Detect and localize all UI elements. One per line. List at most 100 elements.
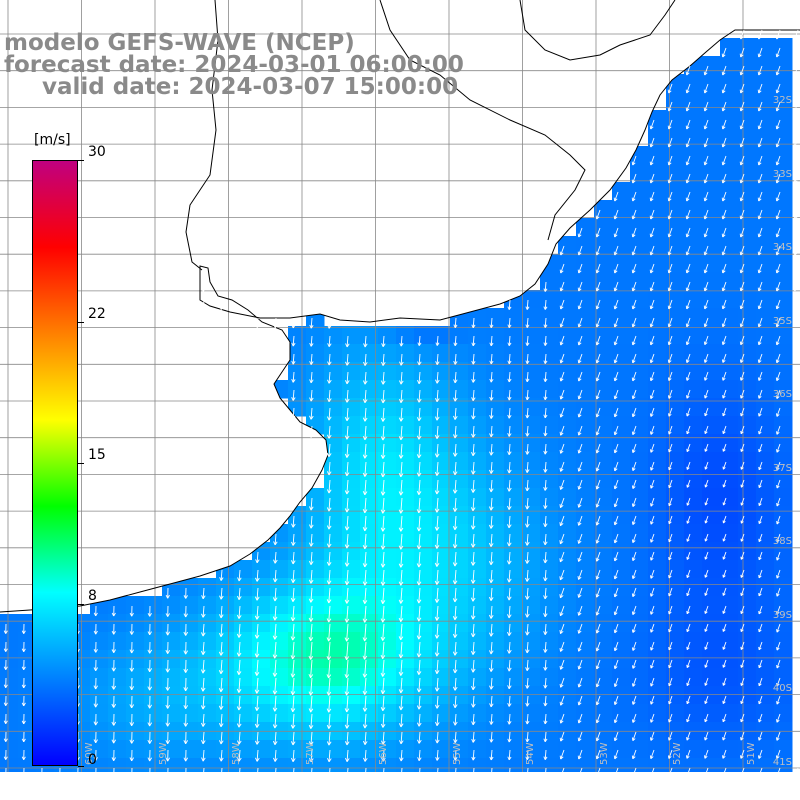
field-cell [234,704,253,723]
latitude-label: 35S [772,315,792,327]
wind-arrow [435,389,440,403]
wind-arrow [667,371,673,381]
wind-arrow [631,227,637,238]
wind-arrow [685,65,691,76]
wind-arrow [649,263,655,274]
longitude-label: 54W [525,742,536,765]
field-cell [738,38,757,57]
wind-arrow [543,443,548,455]
field-cell [738,182,757,201]
wind-arrow [740,659,745,668]
wind-arrow [667,173,673,184]
wind-arrow [757,209,763,220]
wind-arrow [739,335,745,346]
wind-arrow [740,569,745,578]
field-cell [522,488,541,507]
wind-arrow [507,425,512,437]
wind-arrow [595,461,601,472]
wind-arrow [649,353,655,364]
wind-arrow [308,659,314,679]
wind-arrow [685,281,691,292]
field-cell [108,614,127,633]
wind-arrow [704,533,709,542]
wind-arrow [452,461,458,476]
wind-arrow [399,767,404,779]
field-cell [108,740,127,759]
wind-arrow [452,551,458,567]
field-cell [702,272,721,291]
field-cell [450,416,469,435]
wind-arrow [543,605,548,618]
wind-arrow [758,497,763,506]
wind-arrow [291,749,296,763]
field-cell [630,272,649,291]
wind-arrow [326,479,332,494]
field-cell [630,182,649,201]
wind-arrow [577,245,583,256]
wind-arrow [290,551,296,565]
wind-arrow [685,173,691,184]
wind-arrow [218,695,224,710]
wind-arrow [595,425,601,436]
wind-arrow [559,335,565,346]
field-cell [522,416,541,435]
wind-arrow [345,749,350,762]
field-cell [702,200,721,219]
wind-arrow [650,569,655,579]
wind-arrow [577,515,583,526]
wind-arrow [183,713,189,727]
field-cell [378,344,397,363]
wind-arrow [362,425,368,441]
field-cell [378,740,397,759]
field-cell [450,488,469,507]
wind-arrow [165,767,170,779]
field-cell [522,326,541,345]
wind-arrow [290,731,296,746]
field-cell [486,344,505,363]
field-cell [396,362,415,381]
field-cell [684,182,703,201]
wind-arrow [650,497,655,507]
wind-arrow [703,119,709,130]
field-cell [180,740,199,759]
field-cell [198,614,217,633]
wind-arrow [255,767,260,779]
wind-arrow [543,497,548,509]
wind-arrow [380,515,386,532]
wind-arrow [290,641,296,660]
wind-arrow [685,209,691,220]
wind-arrow [543,677,548,689]
wind-arrow [236,677,242,693]
wind-arrow [650,695,655,705]
wind-arrow [327,317,332,329]
field-cell [666,182,685,201]
field-cell [576,416,595,435]
field-cell [720,308,739,327]
field-cell [432,560,451,579]
field-cell [342,560,361,579]
wind-arrow [595,677,601,688]
field-cell [342,506,361,525]
wind-arrow [398,533,404,550]
wind-arrow [489,659,494,672]
wind-arrow [165,605,170,617]
wind-arrow [793,461,799,471]
wind-arrow [613,677,619,688]
wind-arrow [525,425,530,437]
wind-arrow [362,461,368,477]
wind-arrow [416,443,422,459]
field-cell [324,596,343,615]
field-cell [306,506,325,525]
wind-arrow [668,641,673,651]
wind-arrow [577,677,583,688]
field-cell [216,668,235,687]
field-cell [378,704,397,723]
wind-arrow [631,677,637,687]
wind-arrow [452,659,458,674]
field-cell [162,596,181,615]
wind-arrow [722,425,727,435]
colorbar-tick [78,321,84,323]
wind-arrow [704,461,709,470]
field-cell [324,326,343,345]
field-cell [0,758,19,777]
